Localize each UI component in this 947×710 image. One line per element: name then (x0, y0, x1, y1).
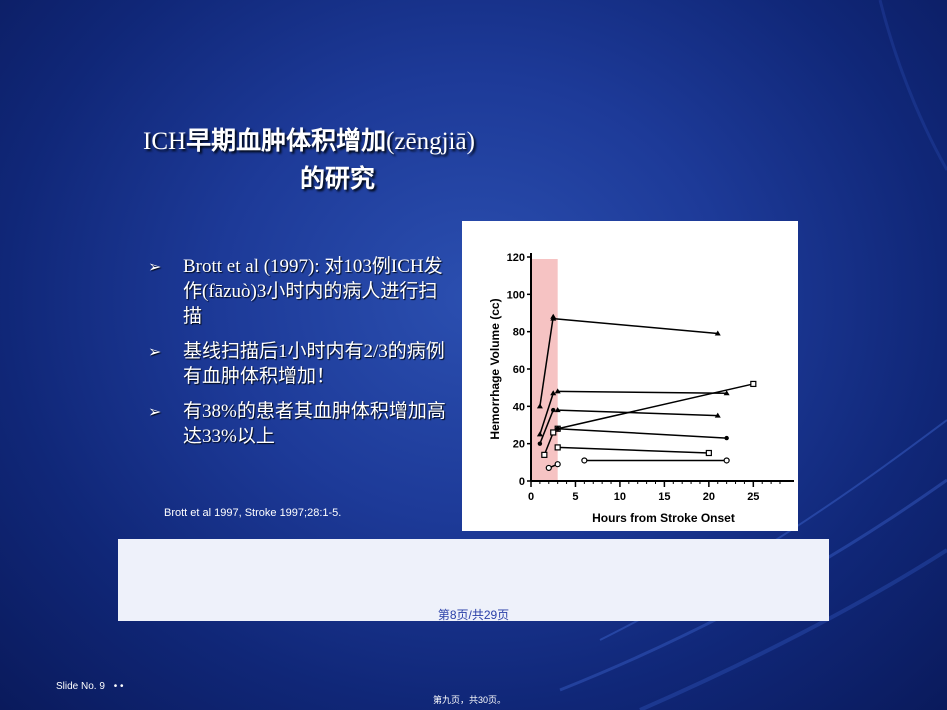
circle-marker (554, 461, 561, 468)
triangle-marker (536, 431, 543, 437)
arrow-bullet-icon: ➢ (148, 257, 162, 276)
triangle-marker (554, 388, 561, 394)
title-suffix: (zēngjiā) (386, 128, 475, 155)
square-marker (541, 451, 548, 458)
highlight-region (531, 259, 558, 481)
y-tick-label: 20 (513, 439, 525, 451)
bullet-list: ➢ Brott et al (1997): 对103例ICH发作(fāzuò)3… (148, 254, 448, 459)
citation: Brott et al 1997, Stroke 1997;28:1-5. (164, 507, 342, 519)
series-line (543, 432, 554, 456)
dot-marker (555, 426, 560, 431)
arrow-bullet-icon: ➢ (148, 402, 162, 421)
dot-marker (537, 441, 543, 446)
square-marker (750, 380, 757, 388)
bullet-text: 基线扫描后1小时内有2/3的病例有血肿体积增加！ (183, 341, 445, 387)
square-marker (554, 444, 561, 451)
x-axis-label: Hours from Stroke Onset (592, 511, 735, 525)
y-axis-label: Hemorrhage Volume (cc) (488, 298, 502, 439)
x-tick-label: 20 (703, 491, 715, 503)
x-tick-label: 10 (614, 491, 626, 503)
slide-number-text: Slide No. 9 (56, 681, 105, 692)
y-tick-label: 100 (507, 289, 525, 301)
triangle-marker (550, 313, 557, 319)
series-line (539, 409, 554, 444)
slide-dots: • • (113, 681, 124, 692)
series-line (557, 427, 727, 439)
bullet-text: Brott et al (1997): 对103例ICH发作(fāzuò)3小时… (183, 256, 443, 327)
triangle-marker (714, 330, 721, 336)
x-tick-label: 0 (528, 491, 534, 503)
bullet-text: 有38%的患者其血肿体积增加高达33%以上 (183, 401, 446, 447)
triangle-marker (723, 390, 730, 396)
dot-marker (724, 435, 729, 441)
square-marker (705, 449, 712, 457)
circle-marker (723, 457, 730, 464)
hemorrhage-chart: 0 20 40 60 80 100 120 0 5 10 15 20 25 Hours from Stro… (462, 221, 798, 531)
slide-title-line2: 的研究 (300, 166, 376, 193)
x-tick-label: 5 (572, 491, 578, 503)
triangle-marker (554, 407, 561, 413)
series-line (557, 409, 718, 417)
triangle-marker (550, 390, 557, 396)
triangle-marker (536, 403, 543, 409)
dot-marker (551, 407, 556, 413)
y-tick-label: 40 (513, 401, 525, 413)
circle-marker (545, 464, 552, 472)
bottom-page-label: 第九页，共30页。 (433, 695, 507, 705)
bullet-item: ➢ Brott et al (1997): 对103例ICH发作(fāzuò)3… (148, 254, 448, 329)
page-indicator: 第8页/共29页 (437, 608, 510, 622)
bullet-item: ➢ 基线扫描后1小时内有2/3的病例有血肿体积增加！ (148, 339, 448, 389)
title-bold: 早期血肿体积增加 (186, 128, 387, 155)
series-line (539, 393, 554, 435)
series-line (539, 316, 554, 407)
circle-marker (581, 457, 588, 464)
series-line (553, 317, 718, 335)
y-tick-label: 0 (519, 476, 525, 488)
square-marker (550, 429, 557, 436)
y-tick-label: 60 (513, 364, 525, 376)
chart-svg: 0 20 40 60 80 100 120 0 5 10 15 20 25 Hours from Stro… (488, 252, 794, 525)
notes-panel: 第8页/共29页 (118, 539, 829, 622)
series-line (557, 446, 709, 454)
slide-title: ICH早期血肿体积增加(zēngjiā) (143, 121, 563, 157)
y-tick-label: 80 (513, 327, 525, 339)
series-line (557, 383, 754, 430)
arrow-bullet-icon: ➢ (148, 342, 162, 361)
series-line (557, 390, 727, 395)
x-tick-label: 15 (658, 491, 670, 503)
title-prefix: ICH (143, 128, 187, 155)
bullet-item: ➢ 有38%的患者其血肿体积增加高达33%以上 (148, 399, 448, 449)
x-tick-label: 25 (747, 491, 759, 503)
triangle-marker (714, 412, 721, 418)
y-tick-label: 120 (507, 252, 525, 264)
slide-number: Slide No. 9 • • (56, 681, 123, 692)
